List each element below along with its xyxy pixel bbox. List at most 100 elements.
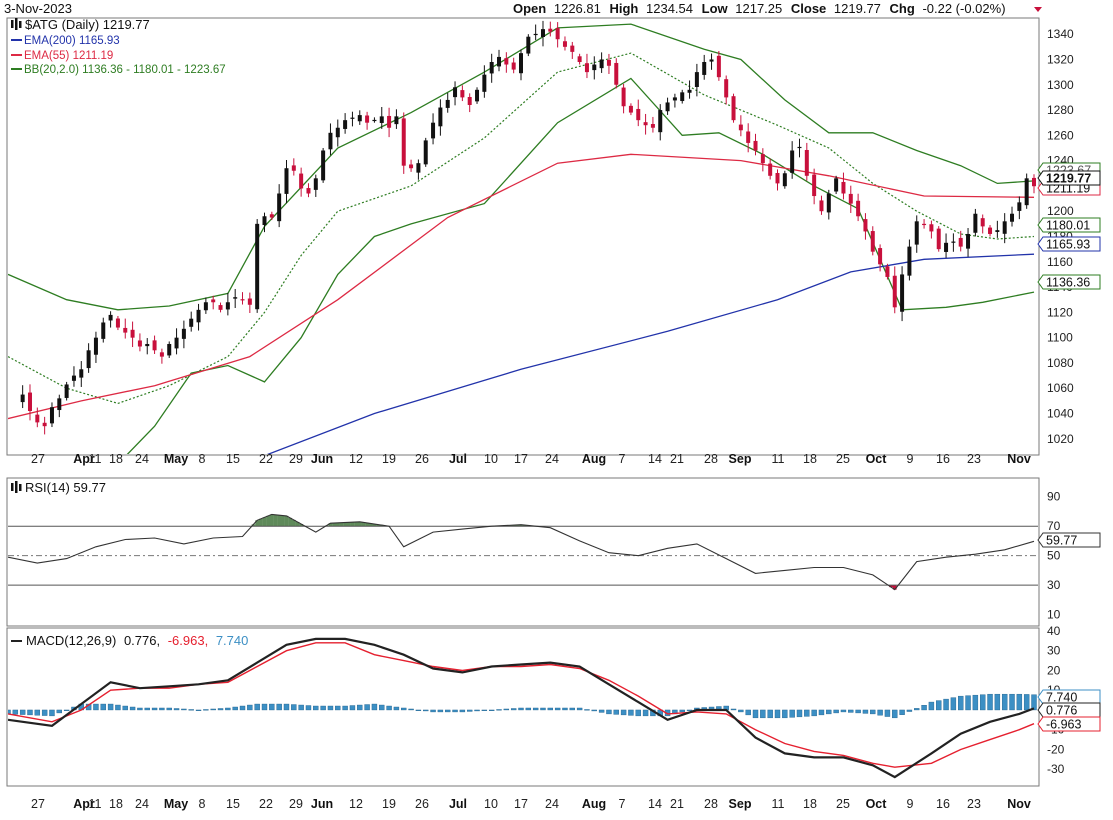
- candle-body: [269, 214, 274, 218]
- candle: [988, 225, 993, 237]
- x-axis-label: 24: [545, 452, 559, 466]
- candle-body: [540, 29, 545, 37]
- candle-body: [526, 36, 531, 54]
- macd-hist-bar: [107, 703, 114, 711]
- candle-body: [555, 28, 560, 40]
- macd-hist-bar: [254, 703, 260, 711]
- macd-hist-bar: [789, 709, 795, 718]
- macd-hist-bar: [620, 709, 627, 716]
- bb-mid-badge: 1180.01: [1037, 217, 1101, 233]
- candle: [724, 75, 729, 105]
- svg-text:MACD(12,26,9) 0.776,: MACD(12,26,9) 0.776, -6.963, 7.740: [26, 633, 248, 648]
- ema200-legend: EMA(200) 1165.93: [24, 35, 120, 47]
- macd-hist-bar: [423, 709, 429, 712]
- candle: [650, 116, 655, 133]
- open-label: Open: [513, 1, 546, 16]
- candle: [643, 113, 648, 135]
- signal-value: -6.963,: [168, 633, 208, 648]
- macd-hist-bar: [1031, 694, 1037, 711]
- candle-body: [834, 178, 839, 192]
- candle: [584, 53, 589, 79]
- candle-body: [79, 369, 84, 378]
- x-axis-label: 28: [704, 452, 718, 466]
- macd-hist-bar: [393, 706, 400, 711]
- price-tick-label: 1320: [1047, 52, 1074, 66]
- x-axis-label: May: [164, 797, 188, 811]
- candle: [892, 266, 897, 314]
- candle: [416, 159, 421, 180]
- bb-middle-line: [8, 52, 1035, 405]
- x-axis-label: Jul: [449, 797, 467, 811]
- macd-hist-bar: [408, 708, 414, 711]
- candle-body: [247, 298, 252, 305]
- price-badge: 1219.77: [1037, 170, 1101, 186]
- candle: [533, 24, 538, 41]
- candle-body: [628, 105, 633, 113]
- macd-hist-bar: [760, 709, 766, 719]
- x-axis-label: 8: [199, 797, 206, 811]
- macd-hist-bar: [510, 708, 517, 711]
- candle: [1002, 213, 1007, 244]
- candle-body: [914, 221, 919, 245]
- candle: [841, 172, 846, 200]
- chart-logo-icon: [11, 18, 22, 30]
- x-axis-label: 19: [382, 797, 396, 811]
- candle-body: [511, 62, 516, 70]
- candle-body: [1002, 221, 1007, 234]
- x-axis-label: 26: [415, 797, 429, 811]
- macd-hist-bar: [518, 707, 524, 711]
- candle-body: [115, 318, 120, 328]
- candle: [636, 99, 641, 127]
- candle-body: [387, 115, 392, 128]
- candle-body: [189, 318, 194, 327]
- candle-body: [255, 223, 260, 310]
- bb-lower-badge-text: 1136.36: [1046, 276, 1090, 290]
- candle-body: [240, 299, 245, 301]
- macd-hist-bar: [159, 707, 165, 711]
- candle-body: [680, 92, 685, 102]
- macd-hist-bar: [745, 709, 751, 716]
- macd-hist-bar: [401, 707, 407, 711]
- candle-body: [672, 97, 677, 101]
- rsi-tick-label: 30: [1047, 578, 1061, 592]
- candle: [86, 343, 91, 373]
- macd-hist-bar: [247, 704, 253, 711]
- x-axis-label: 7: [619, 452, 626, 466]
- x-axis-label: 24: [135, 797, 149, 811]
- candle-body: [768, 163, 773, 176]
- candle: [606, 53, 611, 75]
- candle-body: [313, 178, 318, 190]
- candle-body: [980, 218, 985, 227]
- x-axis-label: 11: [89, 797, 102, 811]
- candle-body: [819, 200, 824, 212]
- macd-hist-bar: [1023, 694, 1030, 711]
- candle-body: [401, 118, 406, 166]
- rsi-tick-label: 70: [1047, 519, 1061, 533]
- candle: [944, 233, 949, 258]
- macd-tick-label: 20: [1047, 663, 1061, 677]
- candle-body: [357, 115, 362, 122]
- candle: [973, 208, 978, 237]
- x-axis-label: 18: [109, 797, 123, 811]
- candle-body: [731, 96, 736, 121]
- candle: [365, 111, 370, 130]
- x-axis-label: 18: [803, 797, 817, 811]
- x-axis-label: Jun: [311, 452, 333, 466]
- x-axis-label: Jul: [449, 452, 467, 466]
- hist-badge-text: 7.740: [1046, 691, 1077, 705]
- candle-body: [753, 140, 758, 151]
- bb-legend: BB(20,2.0) 1136.36 - 1180.01 - 1223.67: [24, 64, 226, 76]
- candle-body: [64, 384, 69, 398]
- macd-hist-bar: [826, 709, 832, 715]
- candle-body: [724, 79, 729, 98]
- candle-body: [93, 337, 98, 355]
- macd-title: MACD(12,26,9): [26, 633, 116, 648]
- x-axis-label: Apr: [73, 452, 95, 466]
- x-axis-label: 11: [772, 797, 785, 811]
- macd-hist-bar: [540, 707, 546, 711]
- candle: [885, 263, 890, 280]
- x-axis-label: 14: [648, 452, 662, 466]
- candle: [93, 331, 98, 363]
- candle-body: [892, 275, 897, 308]
- candle-body: [394, 116, 399, 125]
